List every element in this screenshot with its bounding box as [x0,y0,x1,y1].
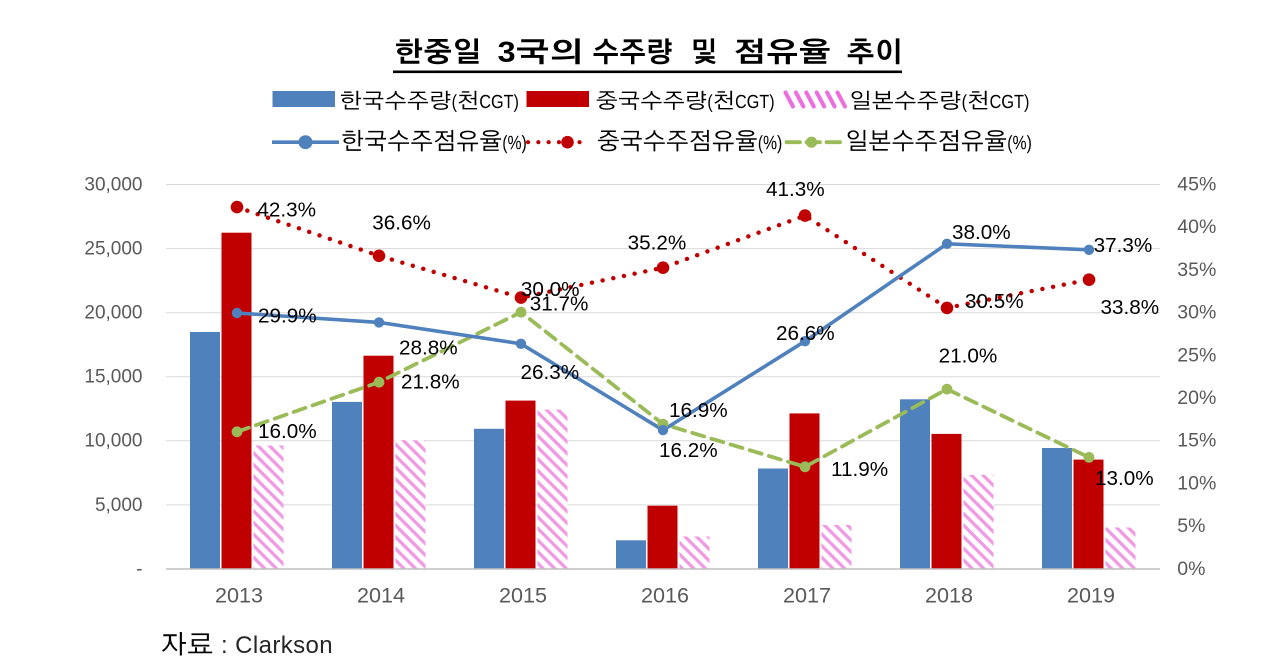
svg-text:2015: 2015 [499,582,547,607]
svg-text:26.3%: 26.3% [521,361,580,384]
svg-text:35.2%: 35.2% [628,231,687,254]
svg-text:16.9%: 16.9% [669,399,728,422]
svg-text:2018: 2018 [925,582,973,607]
svg-text:15%: 15% [1177,430,1216,452]
svg-text:20%: 20% [1177,387,1216,409]
svg-text:2017: 2017 [783,582,831,607]
svg-text:25%: 25% [1177,344,1216,366]
svg-text:33.8%: 33.8% [1101,296,1160,319]
svg-text:45%: 45% [1177,173,1216,195]
svg-text:: Clarkson: : Clarkson [221,632,333,659]
svg-text:0%: 0% [1177,558,1205,580]
svg-text:15,000: 15,000 [84,367,142,388]
svg-text:41.3%: 41.3% [766,178,825,201]
svg-text:28.8%: 28.8% [399,337,458,360]
svg-text:30%: 30% [1177,302,1216,324]
svg-text:35%: 35% [1177,259,1216,281]
svg-text:37.3%: 37.3% [1094,234,1153,257]
svg-text:16.2%: 16.2% [659,439,718,462]
svg-text:21.8%: 21.8% [401,371,460,394]
svg-text:16.0%: 16.0% [258,420,317,443]
svg-text:36.6%: 36.6% [372,212,431,235]
svg-text:38.0%: 38.0% [952,221,1011,244]
svg-text:20,000: 20,000 [84,303,142,324]
svg-text:25,000: 25,000 [84,239,142,260]
svg-text:40%: 40% [1177,216,1216,238]
svg-text:10,000: 10,000 [84,431,142,452]
svg-text:2019: 2019 [1067,582,1115,607]
svg-text:30.5%: 30.5% [965,290,1024,313]
svg-text:30.0%: 30.0% [521,278,580,301]
svg-text:30,000: 30,000 [84,174,142,195]
svg-text:5%: 5% [1177,515,1205,537]
svg-text:2016: 2016 [641,582,689,607]
svg-text:13.0%: 13.0% [1095,467,1154,490]
svg-text:2014: 2014 [357,582,405,607]
svg-text:2013: 2013 [215,582,263,607]
svg-text:29.9%: 29.9% [258,305,317,328]
svg-text:10%: 10% [1177,473,1216,495]
svg-text:42.3%: 42.3% [257,198,316,221]
svg-text:31.7%: 31.7% [530,292,589,315]
svg-text:21.0%: 21.0% [939,344,998,367]
svg-text:5,000: 5,000 [95,495,143,516]
svg-text:11.9%: 11.9% [831,458,888,481]
svg-text:26.6%: 26.6% [776,322,835,345]
svg-text:-: - [136,559,142,580]
